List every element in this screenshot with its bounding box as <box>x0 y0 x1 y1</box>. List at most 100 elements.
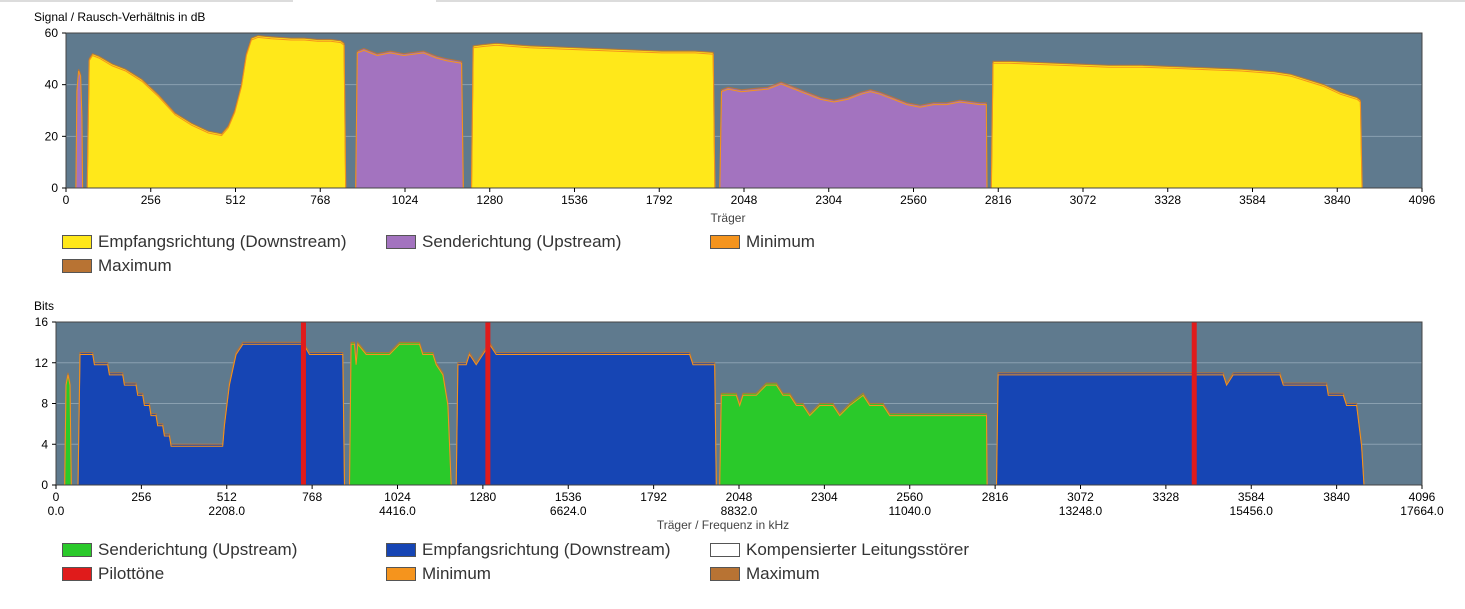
legend-item: Minimum <box>710 232 815 252</box>
x-tick-label: 2560 <box>900 193 927 207</box>
legend-item: Empfangsrichtung (Downstream) <box>62 232 346 252</box>
maximum-line <box>990 60 1363 189</box>
legend-item: Senderichtung (Upstream) <box>62 540 297 560</box>
legend-swatch <box>386 567 416 581</box>
y-tick-label: 60 <box>45 26 59 40</box>
x-tick-label: 2048 <box>726 490 753 504</box>
x-tick-label-frequency: 17664.0 <box>1400 504 1444 518</box>
legend-label: Empfangsrichtung (Downstream) <box>98 232 347 251</box>
maximum-line <box>719 382 988 486</box>
maximum-line <box>719 81 988 189</box>
x-tick-label: 1536 <box>555 490 582 504</box>
legend-label: Pilottöne <box>98 564 165 583</box>
downstream-area <box>471 43 715 188</box>
legend-label: Kompensierter Leitungsstörer <box>746 540 970 559</box>
x-tick-label: 1280 <box>476 193 503 207</box>
minimum-line <box>86 36 347 189</box>
x-tick-label-frequency: 2208.0 <box>208 504 245 518</box>
legend-item: Maximum <box>62 256 172 276</box>
x-tick-label-frequency: 11040.0 <box>889 504 932 518</box>
x-tick-label: 3328 <box>1153 490 1180 504</box>
legend-swatch <box>62 235 92 249</box>
pilot-tone-bar <box>300 322 306 485</box>
bits-chart-title: Bits <box>34 299 55 313</box>
x-tick-label: 4096 <box>1409 490 1436 504</box>
x-tick-label: 768 <box>302 490 322 504</box>
x-tick-label: 2304 <box>811 490 838 504</box>
y-tick-label: 20 <box>45 129 59 143</box>
legend-label: Maximum <box>98 256 172 275</box>
upstream-area <box>349 342 452 485</box>
legend-label: Senderichtung (Upstream) <box>98 540 298 559</box>
downstream-area <box>991 61 1363 188</box>
minimum-line <box>719 384 988 486</box>
minimum-line <box>64 374 72 486</box>
x-tick-label: 3584 <box>1239 193 1266 207</box>
x-tick-label: 2816 <box>985 193 1012 207</box>
legend-swatch <box>710 567 740 581</box>
minimum-line <box>349 343 452 486</box>
downstream-area <box>78 342 345 485</box>
x-tick-label-frequency: 4416.0 <box>379 504 416 518</box>
snr-chart: 0 256 512 768 1024 1280 1536 1792 2048 2304 2560 28… <box>45 26 1436 225</box>
top-tab-strip <box>0 0 1465 3</box>
tab-strip-segment <box>0 0 293 2</box>
x-tick-label: 2560 <box>896 490 923 504</box>
x-tick-label: 1280 <box>470 490 497 504</box>
legend-item: Pilottöne <box>62 564 164 584</box>
legend-item: Minimum <box>386 564 491 584</box>
y-tick-label: 8 <box>41 397 48 411</box>
downstream-area <box>996 372 1364 485</box>
downstream-area <box>456 342 717 485</box>
upstream-area <box>355 48 464 188</box>
minimum-line <box>471 44 716 189</box>
legend-swatch <box>386 543 416 557</box>
x-tick-label: 3328 <box>1154 193 1181 207</box>
legend-label: Maximum <box>746 564 820 583</box>
minimum-line <box>355 49 464 189</box>
bits-chart: 0 256 512 768 1024 1280 1536 1792 2048 2304 2560 28… <box>35 315 1444 532</box>
x-axis-label: Träger / Frequenz in kHz <box>657 518 789 532</box>
y-tick-label: 0 <box>41 478 48 492</box>
x-tick-label: 2816 <box>982 490 1009 504</box>
x-tick-label: 3584 <box>1238 490 1265 504</box>
legend-swatch <box>62 543 92 557</box>
x-tick-label: 2048 <box>731 193 758 207</box>
x-tick-label-frequency: 6624.0 <box>550 504 587 518</box>
x-tick-label: 3072 <box>1070 193 1097 207</box>
x-tick-label: 512 <box>217 490 237 504</box>
maximum-line <box>86 34 347 189</box>
x-tick-label: 3840 <box>1324 193 1351 207</box>
minimum-line <box>77 343 345 486</box>
minimum-line <box>719 83 988 189</box>
legend-label: Minimum <box>746 232 815 251</box>
upstream-area <box>719 82 987 188</box>
x-tick-label-frequency: 15456.0 <box>1230 504 1274 518</box>
x-tick-label: 1024 <box>392 193 419 207</box>
x-tick-label: 512 <box>225 193 245 207</box>
legend-swatch <box>386 235 416 249</box>
x-axis-label: Träger <box>711 211 746 225</box>
downstream-area <box>87 35 346 188</box>
maximum-line <box>470 42 716 189</box>
x-tick-label-frequency: 0.0 <box>48 504 65 518</box>
legend-item: Senderichtung (Upstream) <box>386 232 621 252</box>
upstream-area <box>719 383 988 485</box>
minimum-line <box>75 70 84 189</box>
y-tick-label: 4 <box>41 437 48 451</box>
legend-item: Kompensierter Leitungsstörer <box>710 540 969 560</box>
x-tick-label: 256 <box>141 193 161 207</box>
pilot-tone-bar <box>1191 322 1197 485</box>
y-tick-label: 0 <box>51 181 58 195</box>
x-tick-label-frequency: 8832.0 <box>721 504 758 518</box>
x-tick-label: 4096 <box>1409 193 1436 207</box>
x-tick-label: 1792 <box>646 193 673 207</box>
legend-swatch <box>62 259 92 273</box>
minimum-line <box>996 374 1365 486</box>
x-tick-label: 0 <box>63 193 70 207</box>
legend-label: Minimum <box>422 564 491 583</box>
minimum-line <box>990 62 1363 189</box>
legend-swatch <box>710 235 740 249</box>
y-tick-label: 40 <box>45 78 59 92</box>
legend-item: Empfangsrichtung (Downstream) <box>386 540 670 560</box>
